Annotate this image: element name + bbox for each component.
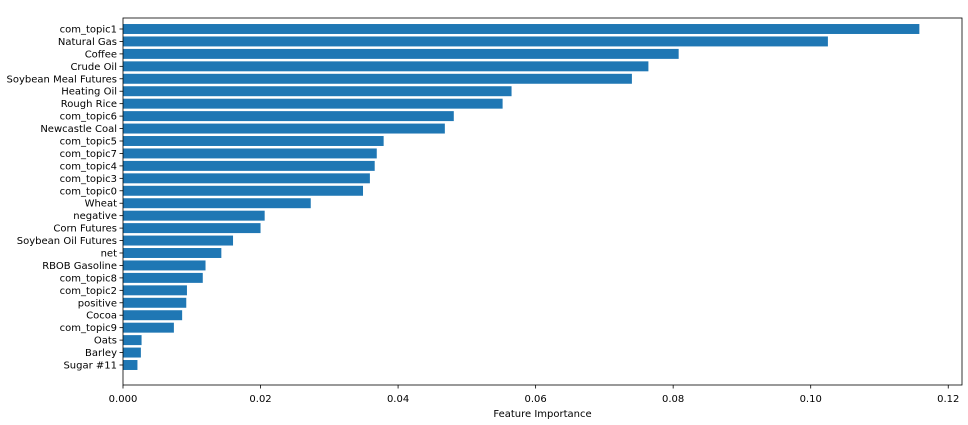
y-tick-label: Oats bbox=[94, 336, 117, 347]
x-tick-label: 0.08 bbox=[662, 394, 684, 405]
y-tick-label: com_topic3 bbox=[60, 174, 117, 185]
bar-coffee bbox=[123, 48, 679, 59]
y-tick-label: com_topic0 bbox=[60, 186, 117, 197]
y-tick-label: Wheat bbox=[85, 199, 118, 210]
bar-com-topic4 bbox=[123, 160, 375, 171]
y-tick-label: Sugar #11 bbox=[63, 361, 117, 372]
y-tick-label: com_topic8 bbox=[60, 273, 117, 284]
y-tick-label: Soybean Oil Futures bbox=[17, 236, 117, 247]
x-tick-label: 0.02 bbox=[249, 394, 271, 405]
bar-rough-rice bbox=[123, 98, 503, 109]
bar-com-topic3 bbox=[123, 173, 370, 184]
y-tick-label: Newcastle Coal bbox=[40, 124, 117, 135]
y-tick-label: com_topic9 bbox=[60, 323, 117, 334]
y-tick-label: Corn Futures bbox=[53, 224, 117, 235]
y-tick-label: negative bbox=[73, 211, 117, 222]
y-tick-label: Soybean Meal Futures bbox=[7, 74, 117, 85]
bar-oats bbox=[123, 335, 142, 346]
y-tick-label: Coffee bbox=[85, 49, 117, 60]
bar-soybean-oil-futures bbox=[123, 235, 234, 246]
bar-crude-oil bbox=[123, 61, 649, 72]
x-axis-label: Feature Importance bbox=[493, 409, 591, 420]
y-tick-label: com_topic2 bbox=[60, 286, 117, 297]
bars-group bbox=[123, 24, 920, 370]
bar-rbob-gasoline bbox=[123, 260, 206, 271]
bar-wheat bbox=[123, 198, 311, 209]
y-tick-label: com_topic5 bbox=[60, 137, 117, 148]
bar-heating-oil bbox=[123, 86, 512, 97]
bar-newcastle-coal bbox=[123, 123, 445, 134]
bar-cocoa bbox=[123, 310, 183, 321]
y-tick-label: positive bbox=[78, 298, 117, 309]
bar-com-topic0 bbox=[123, 185, 364, 196]
y-tick-label: Cocoa bbox=[86, 311, 117, 322]
bar-soybean-meal-futures bbox=[123, 73, 632, 84]
bar-com-topic5 bbox=[123, 136, 384, 146]
bar-com-topic7 bbox=[123, 148, 377, 159]
x-tick-label: 0.10 bbox=[800, 394, 822, 405]
bar-sugar-11 bbox=[123, 360, 138, 370]
y-tick-label: net bbox=[101, 249, 117, 260]
x-tick-label: 0.06 bbox=[524, 394, 546, 405]
bar-corn-futures bbox=[123, 223, 261, 234]
y-tick-label: Crude Oil bbox=[70, 62, 117, 73]
bar-net bbox=[123, 248, 222, 258]
y-tick-label: Rough Rice bbox=[61, 99, 117, 110]
y-tick-label: com_topic1 bbox=[60, 25, 117, 36]
plot-frame bbox=[122, 17, 963, 386]
y-tick-label: Natural Gas bbox=[58, 37, 117, 48]
bar-com-topic2 bbox=[123, 285, 187, 296]
bar-natural-gas bbox=[123, 36, 828, 47]
bar-barley bbox=[123, 347, 141, 358]
x-ticks: 0.000 0.02 0.04 0.06 0.08 0.10 0.12 bbox=[109, 385, 959, 405]
bar-com-topic8 bbox=[123, 272, 203, 283]
bar-negative bbox=[123, 210, 265, 221]
bar-com-topic6 bbox=[123, 111, 454, 122]
y-tick-label: com_topic7 bbox=[60, 149, 117, 160]
y-tick-label: Barley bbox=[85, 348, 117, 359]
y-tick-label: com_topic4 bbox=[60, 161, 117, 172]
y-tick-label: com_topic6 bbox=[60, 112, 117, 123]
y-tick-label: Heating Oil bbox=[61, 87, 117, 98]
x-tick-label: 0.04 bbox=[387, 394, 409, 405]
x-tick-label: 0.000 bbox=[109, 394, 138, 405]
bar-com-topic1 bbox=[123, 24, 920, 34]
bar-com-topic9 bbox=[123, 322, 174, 333]
x-tick-label: 0.12 bbox=[937, 394, 959, 405]
bar-positive bbox=[123, 297, 187, 308]
y-tick-label: RBOB Gasoline bbox=[42, 261, 117, 272]
